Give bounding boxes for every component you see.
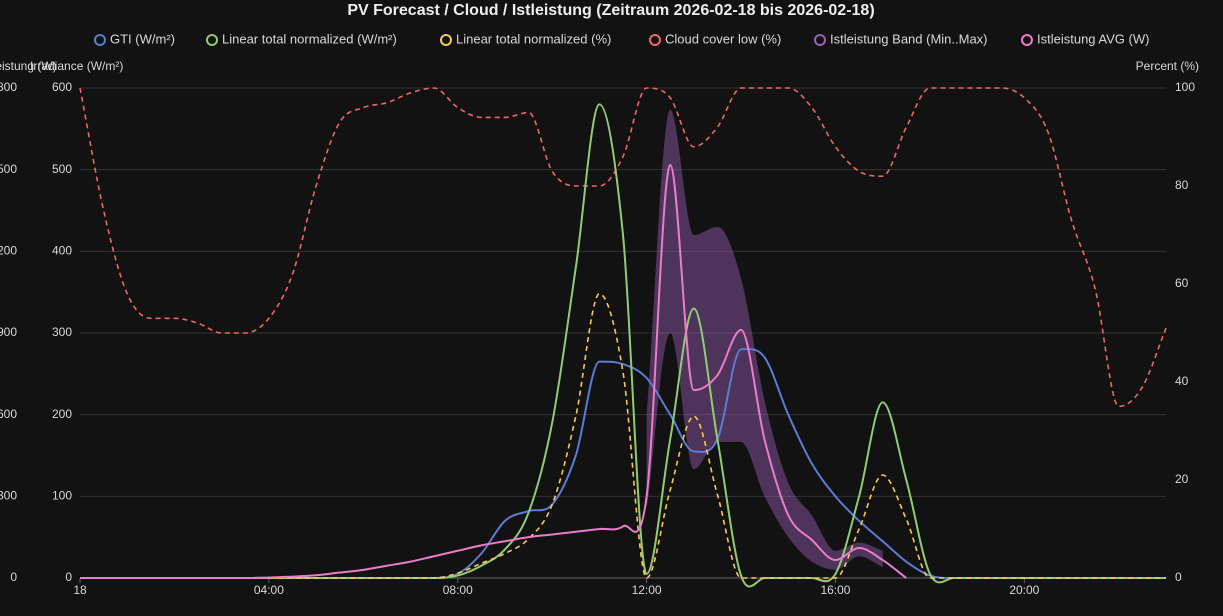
- y-tick-label: 600: [52, 80, 72, 94]
- y-tick-label: 400: [52, 244, 72, 258]
- legend-label: Istleistung AVG (W): [1037, 31, 1149, 46]
- y-tick-label: 500: [52, 162, 72, 176]
- y-axis-title: Irradiance (W/m²): [30, 59, 123, 73]
- y2-tick-label: 20: [1175, 472, 1189, 486]
- y2-tick-label: 40: [1175, 374, 1189, 388]
- y-tick-label: 0: [65, 570, 72, 584]
- series-line: [79, 87, 1167, 408]
- y2-tick-label: 0: [1175, 570, 1182, 584]
- x-tick-label: 08:00: [443, 583, 473, 597]
- y2-tick-label: 80: [1175, 178, 1189, 192]
- band-area: [646, 109, 883, 570]
- y2-tick-label: 60: [1175, 276, 1189, 290]
- x-tick-label: 18: [73, 583, 87, 597]
- legend-label: Linear total normalized (%): [456, 31, 611, 46]
- series-line: [80, 164, 907, 579]
- y3-tick-label: 300: [0, 489, 17, 503]
- y3-axis-title: Istleistung (W): [0, 59, 57, 73]
- chart-title: PV Forecast / Cloud / Istleistung (Zeitr…: [347, 2, 874, 19]
- x-tick-label: 04:00: [254, 583, 284, 597]
- y3-tick-label: 900: [0, 325, 17, 339]
- legend-label: Cloud cover low (%): [665, 31, 781, 46]
- legend-marker: [440, 34, 452, 46]
- legend-label: GTI (W/m²): [110, 31, 175, 46]
- y-tick-label: 100: [52, 489, 72, 503]
- y2-axis-title: Percent (%): [1136, 59, 1199, 73]
- y3-tick-label: 0: [10, 570, 17, 584]
- y3-tick-label: 1200: [0, 244, 17, 258]
- legend-marker: [206, 34, 218, 46]
- x-tick-label: 16:00: [820, 583, 850, 597]
- series-line: [80, 292, 1166, 579]
- legend-marker: [649, 34, 661, 46]
- y2-tick-label: 100: [1175, 80, 1195, 94]
- x-tick-label: 20:00: [1009, 583, 1039, 597]
- y3-tick-label: 600: [0, 407, 17, 421]
- legend-marker: [814, 34, 826, 46]
- y3-tick-label: 1500: [0, 162, 17, 176]
- legend-label: Istleistung Band (Min..Max): [830, 31, 988, 46]
- x-tick-label: 12:00: [632, 583, 662, 597]
- series-line: [80, 103, 1166, 588]
- y3-tick-label: 1800: [0, 80, 17, 94]
- y-tick-label: 300: [52, 325, 72, 339]
- legend-marker: [94, 34, 106, 46]
- legend-marker: [1021, 34, 1033, 46]
- legend-label: Linear total normalized (W/m²): [222, 31, 397, 46]
- series-line: [80, 348, 1166, 580]
- y-tick-label: 200: [52, 407, 72, 421]
